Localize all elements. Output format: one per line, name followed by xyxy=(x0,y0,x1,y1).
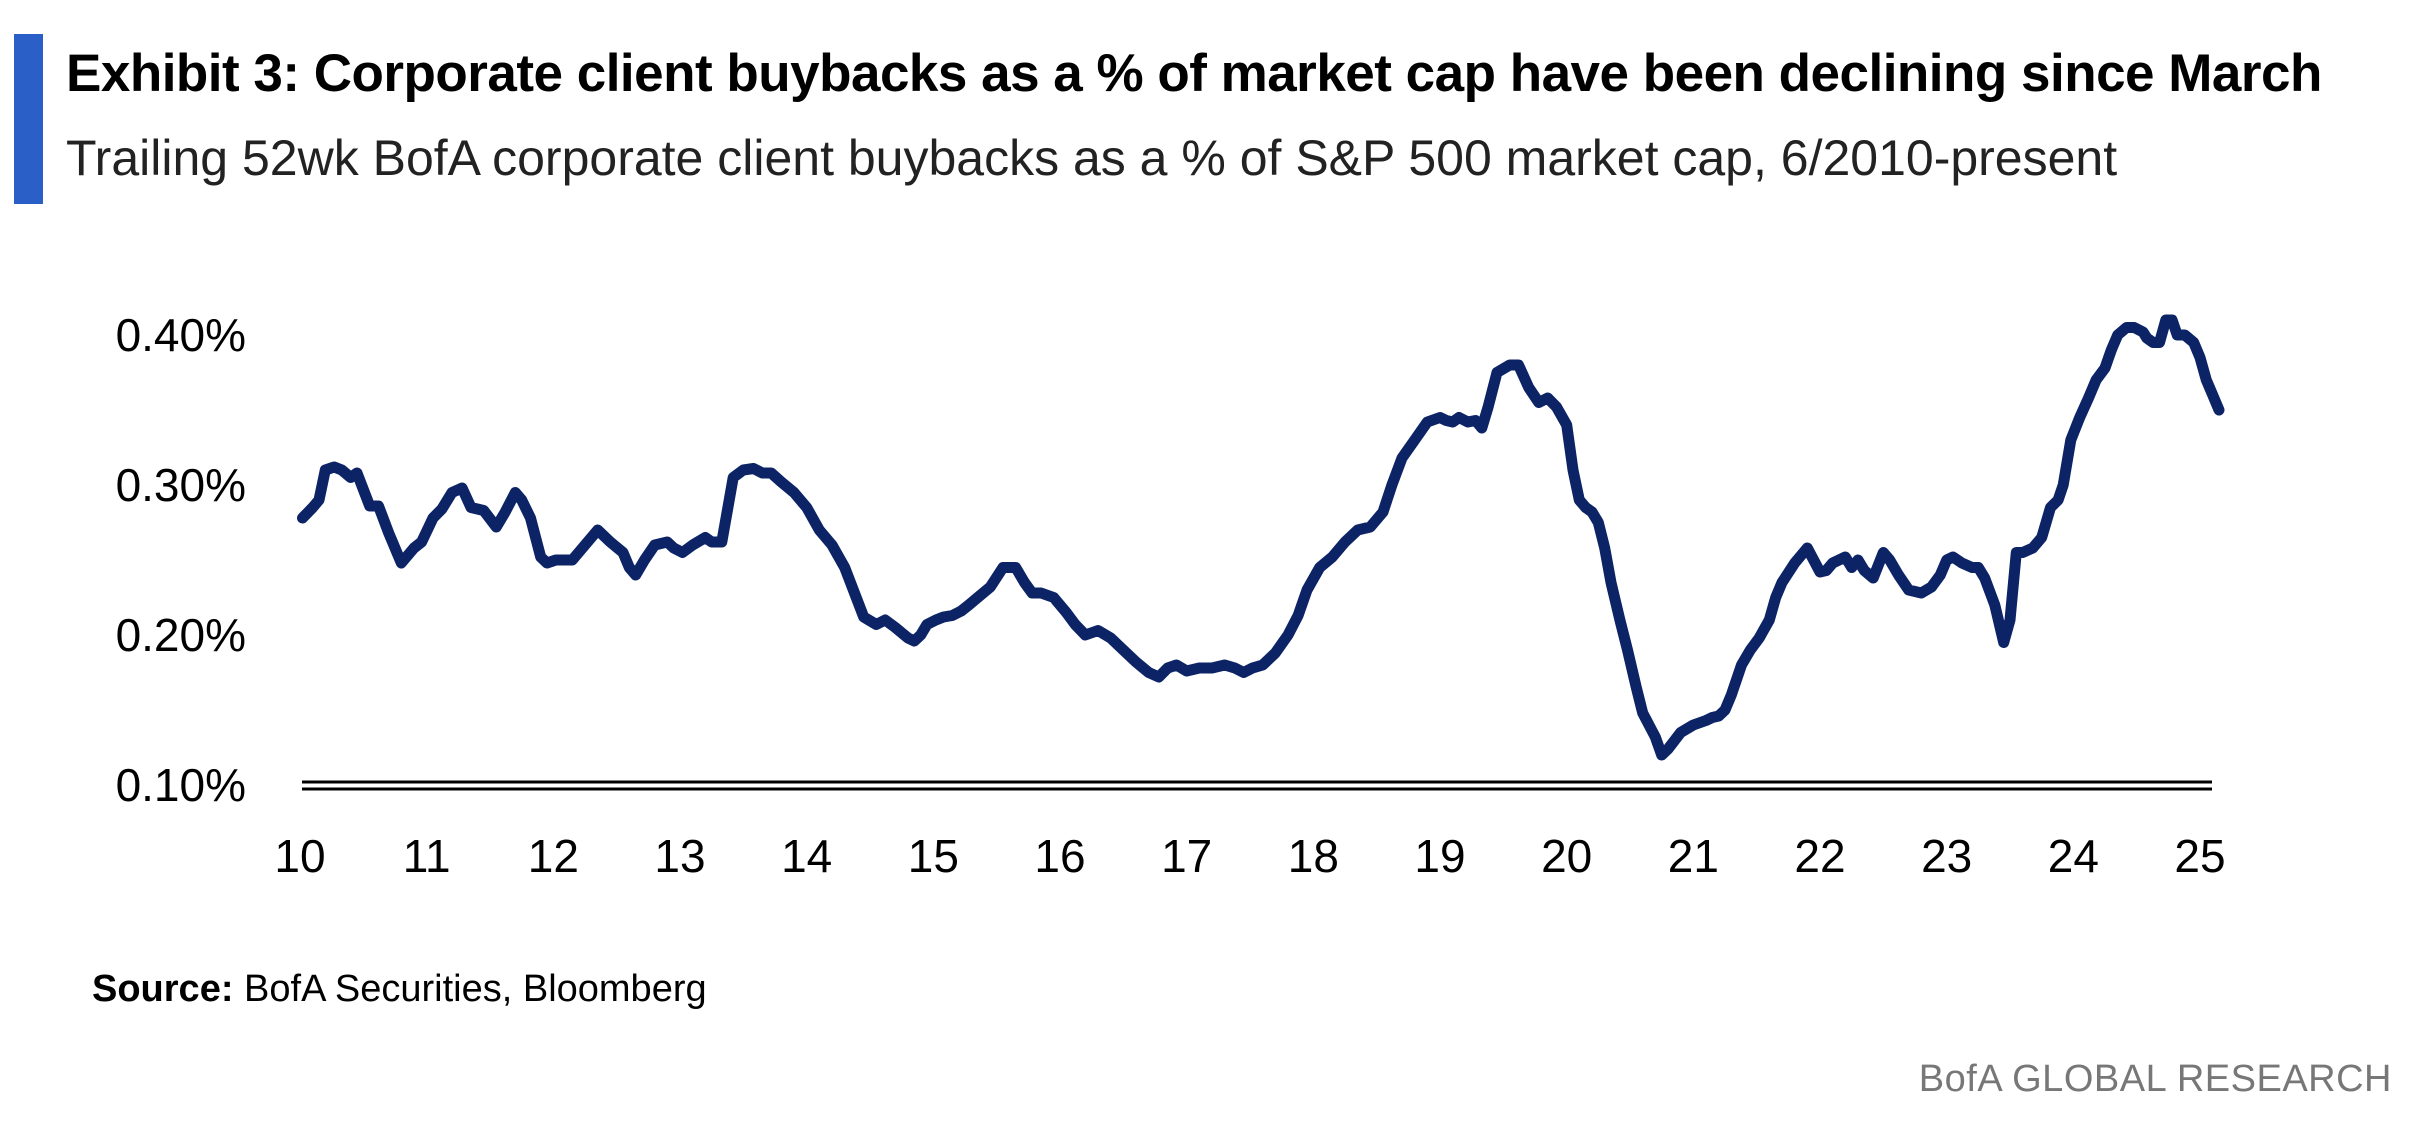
y-axis-labels: 0.10% 0.20% 0.30% 0.40% xyxy=(116,309,246,811)
x-tick-label: 20 xyxy=(1541,830,1592,882)
x-tick-label: 25 xyxy=(2174,830,2225,882)
x-tick-label: 16 xyxy=(1034,830,1085,882)
source-note: Source: BofA Securities, Bloomberg xyxy=(92,968,707,1011)
exhibit-title: Exhibit 3: Corporate client buybacks as … xyxy=(66,44,2322,103)
x-tick-label: 19 xyxy=(1414,830,1465,882)
x-tick-label: 24 xyxy=(2048,830,2099,882)
x-tick-label: 14 xyxy=(781,830,832,882)
source-label: Source: xyxy=(92,968,234,1010)
x-tick-label: 18 xyxy=(1288,830,1339,882)
x-tick-label: 22 xyxy=(1794,830,1845,882)
x-tick-label: 10 xyxy=(274,830,325,882)
x-tick-label: 15 xyxy=(908,830,959,882)
brand-footer: BofA GLOBAL RESEARCH xyxy=(1918,1058,2392,1100)
y-tick-label: 0.20% xyxy=(116,609,246,661)
accent-bar xyxy=(14,34,43,204)
y-tick-label: 0.10% xyxy=(116,759,246,811)
y-tick-label: 0.30% xyxy=(116,459,246,511)
x-tick-label: 17 xyxy=(1161,830,1212,882)
x-tick-label: 11 xyxy=(403,830,451,882)
x-tick-label: 12 xyxy=(528,830,579,882)
x-tick-label: 13 xyxy=(654,830,705,882)
series-line-buybacks xyxy=(297,314,2225,761)
x-tick-label: 21 xyxy=(1668,830,1719,882)
y-tick-label: 0.40% xyxy=(116,309,246,361)
source-text: BofA Securities, Bloomberg xyxy=(244,968,707,1010)
exhibit-subtitle: Trailing 52wk BofA corporate client buyb… xyxy=(66,130,2118,186)
x-axis-labels: 10 11 12 13 14 15 16 17 18 19 20 21 22 23 24 25 xyxy=(274,830,2225,882)
x-tick-label: 23 xyxy=(1921,830,1972,882)
